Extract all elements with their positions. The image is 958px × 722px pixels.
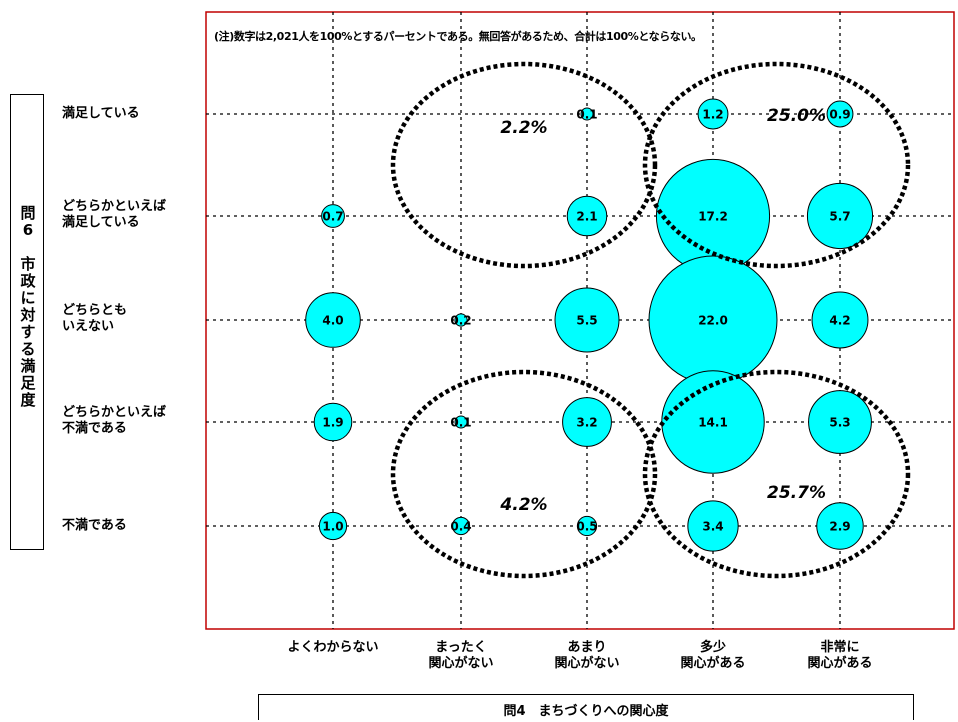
- group-ellipses: 2.2% 25.0% 4.2% 25.7%: [390, 61, 911, 579]
- bubble: [808, 390, 872, 454]
- bubble-value-label: 4.0: [322, 314, 343, 328]
- bubble: [806, 182, 874, 250]
- y-axis-title-char: 足: [20, 374, 36, 392]
- bubble-value-label: 0.4: [450, 520, 471, 534]
- bubble-value-label: 3.2: [576, 416, 597, 430]
- x-tick-label-line2: 関心がある: [680, 656, 746, 671]
- bubble-value-label: 5.5: [576, 314, 597, 328]
- y-tick-label-line1: どちらかといえば: [62, 199, 167, 214]
- y-tick-label: 不満である: [62, 518, 127, 534]
- bubble: [687, 500, 739, 552]
- group-percent-label: 25.0%: [767, 106, 826, 126]
- y-axis-title-char: す: [20, 323, 36, 341]
- x-tick-label: あまり 関心がない: [517, 640, 657, 672]
- bubble: [566, 195, 608, 237]
- x-tick-label-line1: よくわからない: [287, 640, 379, 655]
- bubble-value-label: 0.2: [450, 314, 471, 328]
- group-percent-label: 25.7%: [767, 483, 826, 503]
- y-axis-title-char: に: [20, 289, 36, 307]
- bubble: [313, 402, 353, 442]
- y-axis-title-char: 市: [20, 255, 36, 273]
- x-tick-label: 多少 関心がある: [643, 640, 783, 672]
- bubble: [305, 292, 361, 348]
- x-axis-title: 問4 まちづくりへの関心度: [503, 704, 669, 719]
- x-axis-title-box: 問4 まちづくりへの関心度: [258, 694, 914, 720]
- group-ellipse: [642, 61, 911, 269]
- bubble-value-label: 0.9: [829, 108, 850, 122]
- bubble-value-label: 5.7: [829, 210, 850, 224]
- bubble-value-label: 3.4: [702, 520, 723, 534]
- y-axis-title-char: 満: [20, 357, 36, 375]
- bubble-value-label: 1.2: [702, 108, 723, 122]
- group-percent-label: 4.2%: [499, 495, 547, 515]
- y-axis-title-char: 6: [22, 221, 34, 239]
- group-ellipse: [390, 61, 658, 269]
- bubble: [454, 415, 468, 429]
- x-tick-label-line2: 関心がある: [807, 656, 873, 671]
- chart-note: (注)数字は2,021人を100%とするパーセントである。無回答があるため、合計…: [214, 30, 702, 43]
- y-axis-title-char: 政: [20, 272, 36, 290]
- y-axis-title-char: 問: [20, 204, 36, 222]
- bubble-value-label: 0.1: [576, 108, 597, 122]
- bubble-value-label: 1.9: [322, 416, 343, 430]
- y-tick-label: どちらかといえば 不満である: [62, 405, 166, 437]
- x-tick-label: まったく 関心がない: [391, 640, 531, 672]
- group-ellipse: [642, 369, 911, 579]
- y-tick-label: どちらかといえば 満足している: [62, 199, 166, 231]
- bubble-value-label: 17.2: [698, 210, 728, 224]
- y-tick-label-line1: どちらとも: [62, 303, 128, 318]
- x-tick-label-line2: 関心がない: [554, 656, 620, 671]
- bubble-value-label: 14.1: [698, 416, 728, 430]
- y-tick-label: 満足している: [62, 106, 140, 122]
- bubble: [554, 287, 620, 353]
- bubble-value-label: 0.7: [322, 210, 343, 224]
- bubble-value-label: 0.5: [576, 520, 597, 534]
- x-tick-label-line1: 多少: [699, 640, 726, 655]
- bubble-value-label: 22.0: [698, 314, 728, 328]
- x-tick-label-line1: 非常に: [820, 640, 860, 655]
- bubble: [816, 502, 864, 550]
- y-axis-title-char: 度: [20, 391, 36, 409]
- bubble-value-label: 4.2: [829, 314, 850, 328]
- bubble: [454, 313, 468, 327]
- bubble: [811, 291, 869, 349]
- y-tick-label-line1: 不満である: [62, 518, 127, 533]
- y-tick-label-line1: どちらかといえば: [62, 405, 167, 420]
- bubble: [562, 397, 612, 447]
- bubble: [451, 516, 471, 536]
- x-tick-label: 非常に 関心がある: [770, 640, 910, 672]
- x-tick-label-line2: 関心がない: [428, 656, 494, 671]
- group-ellipse: [390, 369, 658, 579]
- y-tick-label-line2: いえない: [62, 319, 115, 334]
- bubble: [321, 204, 345, 228]
- bubble: [826, 100, 854, 128]
- bubble-value-label: 2.1: [576, 210, 597, 224]
- y-axis-title-char: [11, 239, 45, 256]
- bubble-value-label: 2.9: [829, 520, 850, 534]
- x-tick-label-line1: まったく: [435, 640, 487, 655]
- bubble: [697, 98, 729, 130]
- bubble-value-label: 1.0: [322, 520, 343, 534]
- bubble: [576, 515, 598, 537]
- y-tick-label-line2: 不満である: [62, 421, 127, 436]
- bubble-value-label: 0.1: [450, 416, 471, 430]
- y-tick-label-line2: 満足している: [62, 215, 140, 230]
- bubble: [580, 107, 594, 121]
- y-tick-label-line1: 満足している: [62, 106, 140, 121]
- y-axis-title-char: 対: [20, 306, 36, 324]
- y-axis-title-char: る: [20, 340, 36, 358]
- y-tick-label: どちらとも いえない: [62, 303, 127, 335]
- bubble: [318, 511, 348, 541]
- group-percent-label: 2.2%: [500, 118, 547, 138]
- x-tick-label: よくわからない: [263, 640, 403, 656]
- bubble-value-label: 5.3: [829, 416, 850, 430]
- x-tick-label-line1: あまり: [567, 640, 607, 655]
